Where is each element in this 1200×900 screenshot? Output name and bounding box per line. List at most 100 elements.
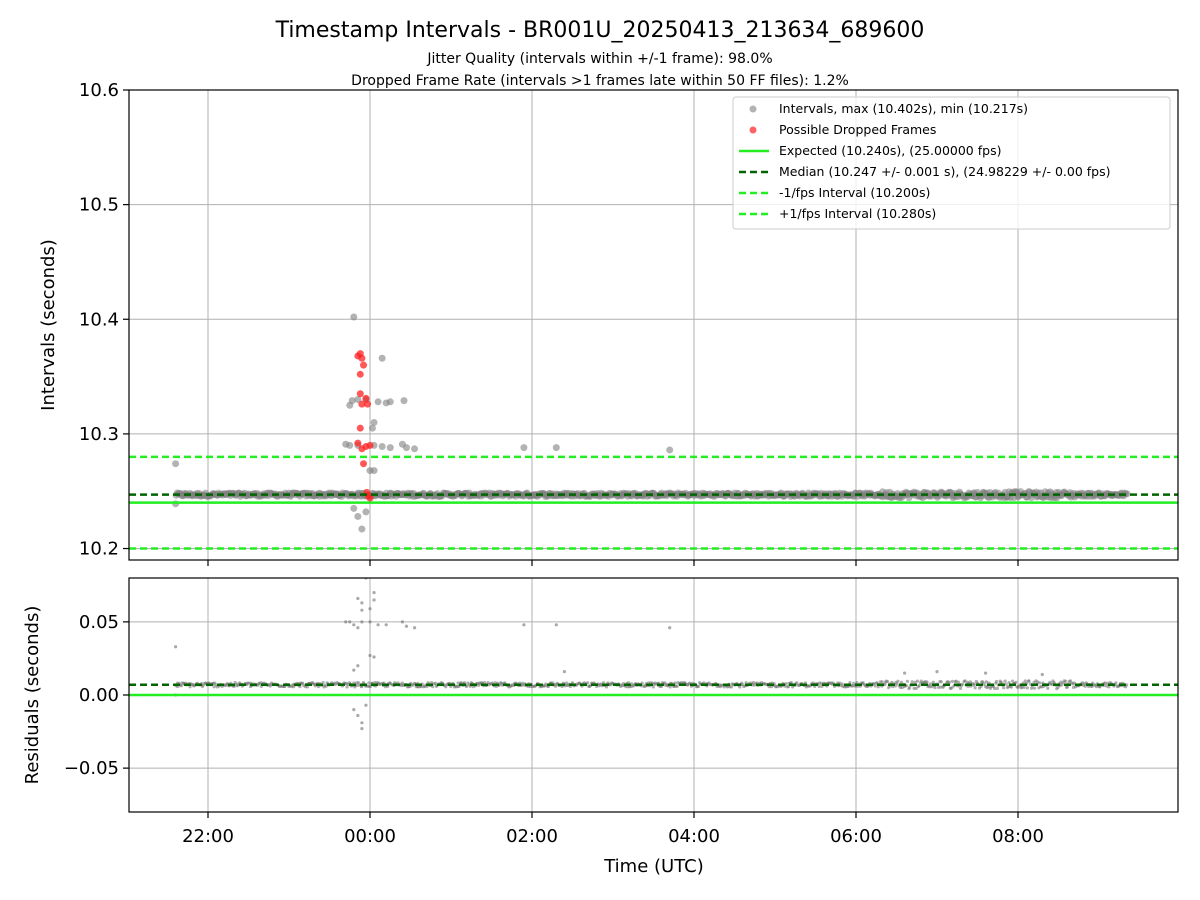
intervals-interval-point	[348, 397, 356, 405]
residuals-baseline-point	[873, 684, 877, 688]
residuals-baseline-point	[1025, 686, 1029, 690]
intervals-y-tick-label: 10.4	[79, 309, 119, 330]
residuals-baseline-point	[855, 681, 859, 685]
residuals-baseline-point	[933, 686, 937, 690]
intervals-dropped-frame-point	[356, 424, 364, 432]
residuals-baseline-point	[444, 685, 448, 689]
chart-title: Timestamp Intervals - BR001U_20250413_21…	[275, 18, 925, 43]
intervals-y-tick-label: 10.3	[79, 424, 119, 445]
residuals-baseline-point	[885, 680, 890, 684]
residuals-interval-point	[368, 653, 372, 658]
intervals-plot: 10.2 10.3 10.4 10.5 10.6	[79, 80, 1179, 566]
residuals-baseline-point	[663, 681, 667, 685]
residuals-interval-point	[360, 601, 364, 605]
residuals-interval-point	[404, 624, 409, 628]
residuals-baseline-point	[179, 684, 183, 688]
residuals-baseline-point	[675, 684, 679, 688]
residuals-y-tick-label: 0.00	[79, 685, 119, 706]
residuals-baseline-point	[913, 680, 917, 684]
residuals-interval-point	[376, 623, 380, 627]
legend-label-expected: Expected (10.240s), (25.00000 fps)	[779, 143, 1001, 158]
residuals-baseline-point	[1046, 686, 1050, 690]
residuals-interval-point	[356, 713, 360, 718]
intervals-interval-point	[172, 460, 180, 468]
legend-label-intervals: Intervals, max (10.402s), min (10.217s)	[779, 101, 1028, 116]
residuals-baseline-point	[1050, 682, 1054, 687]
intervals-interval-point	[354, 512, 362, 520]
residuals-baseline-point	[947, 680, 951, 684]
residuals-interval-point	[368, 607, 372, 611]
residuals-interval-point	[352, 708, 356, 712]
intervals-interval-point	[378, 443, 386, 451]
intervals-interval-point	[370, 418, 378, 426]
residuals-baseline-point	[482, 681, 487, 685]
residuals-baseline-point	[1038, 681, 1042, 685]
residuals-baseline-point	[958, 686, 963, 690]
residuals-baseline-point	[992, 686, 997, 691]
intervals-interval-point	[386, 444, 394, 452]
intervals-interval-point	[374, 398, 382, 406]
residuals-baseline-point	[795, 681, 799, 685]
residuals-interval-point	[562, 670, 567, 674]
residuals-interval-point	[352, 623, 356, 627]
intervals-interval-point	[354, 396, 362, 404]
intervals-axes-frame	[128, 89, 1179, 561]
residuals-baseline-point	[604, 685, 609, 689]
residuals-baseline-point	[1002, 686, 1006, 690]
intervals-interval-point	[350, 313, 358, 321]
residuals-interval-point	[344, 620, 348, 624]
legend-label-median: Median (10.247 +/- 0.001 s), (24.98229 +…	[779, 164, 1110, 179]
residuals-interval-point	[348, 620, 352, 624]
residuals-y-tick-label: 0.05	[79, 612, 119, 633]
residuals-baseline-point	[950, 679, 954, 683]
residuals-baseline-point	[896, 679, 900, 683]
residuals-baseline-point	[1022, 685, 1026, 689]
residuals-baseline-point	[880, 680, 884, 684]
residuals-data-area	[129, 578, 1178, 731]
x-axis-label: Time (UTC)	[603, 856, 704, 877]
intervals-interval-point	[411, 445, 419, 453]
residuals-baseline-point	[929, 682, 933, 686]
residuals-baseline-point	[356, 683, 360, 687]
residuals-baseline-point	[1004, 682, 1008, 686]
intervals-interval-point	[552, 444, 560, 452]
residuals-x-tick-label: 04:00	[668, 826, 720, 847]
residuals-baseline-point	[544, 682, 548, 686]
intervals-dropped-frame-point	[356, 390, 364, 398]
residuals-plot: −0.05 0.00 0.05 22:00 00:00 02:00 04:00 06:00 08…	[64, 577, 1179, 847]
residuals-baseline-point	[744, 681, 748, 685]
residuals-baseline-point	[914, 686, 918, 691]
residuals-baseline-point	[1107, 685, 1111, 689]
residuals-interval-point	[352, 668, 356, 672]
intervals-dropped-frame-point	[354, 439, 362, 447]
intervals-y-tick-label: 10.2	[79, 539, 119, 560]
intervals-interval-point	[520, 444, 528, 452]
residuals-baseline-point	[696, 684, 700, 689]
residuals-baseline-point	[1103, 681, 1107, 685]
residuals-baseline-point	[899, 680, 904, 684]
residuals-x-tick-label: 06:00	[830, 826, 882, 847]
intervals-y-tick-label: 10.6	[79, 80, 119, 101]
intervals-interval-point	[400, 397, 408, 405]
residuals-baseline-point	[1065, 685, 1069, 689]
residuals-baseline-point	[1029, 686, 1034, 690]
residuals-baseline-point	[931, 680, 935, 684]
residuals-baseline-point	[1064, 679, 1068, 683]
legend-label-minus-one-fps: -1/fps Interval (10.200s)	[779, 185, 930, 200]
subtitle-jitter-quality: Jitter Quality (intervals within +/-1 fr…	[426, 51, 772, 67]
intervals-interval-point	[346, 441, 354, 449]
residuals-baseline-point	[917, 683, 921, 688]
residuals-interval-point	[360, 620, 364, 624]
residuals-baseline-point	[995, 686, 999, 690]
residuals-interval-point	[372, 598, 376, 602]
residuals-baseline-point	[848, 680, 852, 685]
residuals-interval-point	[1040, 672, 1044, 677]
residuals-interval-point	[554, 623, 558, 627]
intervals-dropped-frame-point	[362, 394, 370, 402]
residuals-interval-point	[360, 608, 364, 612]
residuals-interval-point	[360, 721, 364, 725]
intervals-interval-point	[378, 354, 386, 362]
residuals-interval-point	[356, 596, 360, 601]
legend-label-dropped-frames: Possible Dropped Frames	[779, 122, 936, 137]
